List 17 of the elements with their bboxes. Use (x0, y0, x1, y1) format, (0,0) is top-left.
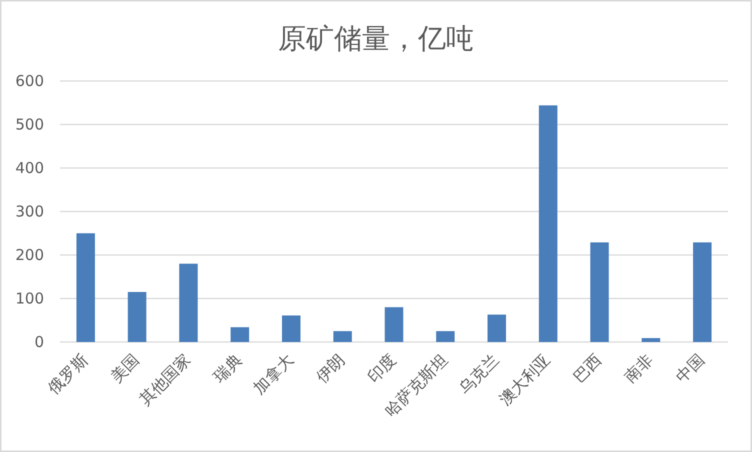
category-label: 瑞典 (210, 350, 246, 386)
category-label: 南非 (620, 350, 657, 386)
category-label: 美国 (106, 350, 143, 386)
category-label: 加拿大 (250, 350, 297, 398)
category-label: 中国 (672, 350, 708, 386)
ytick-label: 200 (15, 246, 44, 264)
ytick-label: 300 (15, 202, 44, 220)
ytick-label: 0 (34, 333, 44, 351)
ytick-label: 400 (15, 159, 44, 177)
ytick-label: 600 (15, 72, 44, 90)
category-label: 伊朗 (312, 350, 348, 386)
title: 原矿储量，亿吨 (278, 22, 474, 55)
ytick-label: 500 (15, 116, 44, 134)
ytick-label: 100 (15, 290, 44, 308)
category-label: 俄罗斯 (44, 350, 92, 398)
category-label: 印度 (364, 350, 400, 386)
category-label: 巴西 (569, 350, 606, 386)
